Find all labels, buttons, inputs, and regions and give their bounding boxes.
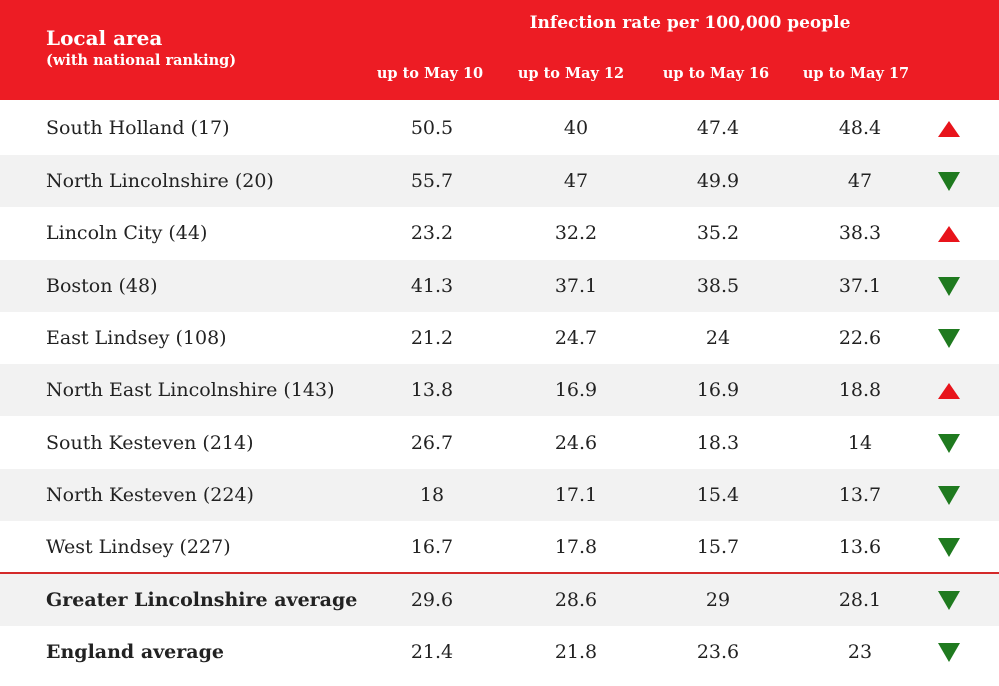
rate-value: 50.5 — [410, 117, 454, 139]
rate-value: 47 — [563, 170, 589, 192]
rate-value: 24 — [705, 327, 731, 349]
rate-value: 29 — [705, 589, 731, 611]
row-label: Lincoln City (44) — [46, 222, 208, 244]
table-row: South Kesteven (214) 26.7 24.6 18.3 14 — [0, 417, 999, 469]
rate-value: 13.8 — [410, 379, 454, 401]
rate-value: 14 — [847, 432, 873, 454]
rate-value: 38.3 — [838, 222, 882, 244]
rate-value: 23 — [847, 641, 873, 663]
trend-down-icon — [938, 591, 960, 610]
rate-value: 21.2 — [410, 327, 454, 349]
row-header-subtitle: (with national ranking) — [46, 52, 237, 69]
rate-value: 16.9 — [696, 379, 740, 401]
table-row: North Kesteven (224) 18 17.1 15.4 13.7 — [0, 469, 999, 521]
rate-value: 17.8 — [554, 536, 598, 558]
rate-value: 47.4 — [696, 117, 740, 139]
column-header: up to May 17 — [802, 65, 910, 82]
rate-value: 22.6 — [838, 327, 882, 349]
rate-value: 28.1 — [838, 589, 882, 611]
rate-value: 24.7 — [554, 327, 598, 349]
table-row: England average 21.4 21.8 23.6 23 — [0, 626, 999, 678]
row-label: Greater Lincolnshire average — [46, 589, 358, 611]
trend-down-icon — [938, 486, 960, 505]
trend-up-icon — [938, 383, 960, 399]
rate-value: 15.4 — [696, 484, 740, 506]
rate-value: 37.1 — [554, 275, 598, 297]
row-label: East Lindsey (108) — [46, 327, 227, 349]
table-header: Local area (with national ranking) Infec… — [0, 0, 999, 100]
rate-value: 35.2 — [696, 222, 740, 244]
row-label: North Kesteven (224) — [46, 484, 254, 506]
rate-value: 41.3 — [410, 275, 454, 297]
row-label: Boston (48) — [46, 275, 158, 297]
column-header: up to May 10 — [376, 65, 484, 82]
table-row: Lincoln City (44) 23.2 32.2 35.2 38.3 — [0, 207, 999, 259]
trend-up-icon — [938, 226, 960, 242]
column-header: up to May 16 — [662, 65, 770, 82]
rate-value: 49.9 — [696, 170, 740, 192]
table-row: Greater Lincolnshire average 29.6 28.6 29 28… — [0, 574, 999, 626]
table-row: East Lindsey (108) 21.2 24.7 24 22.6 — [0, 312, 999, 364]
rate-value: 21.8 — [554, 641, 598, 663]
rate-value: 18.8 — [838, 379, 882, 401]
row-label: North Lincolnshire (20) — [46, 170, 274, 192]
rate-value: 23.6 — [696, 641, 740, 663]
trend-up-icon — [938, 121, 960, 137]
rate-value: 18 — [419, 484, 445, 506]
rate-value: 13.7 — [838, 484, 882, 506]
rate-value: 26.7 — [410, 432, 454, 454]
rate-value: 17.1 — [554, 484, 598, 506]
trend-down-icon — [938, 538, 960, 557]
rate-value: 37.1 — [838, 275, 882, 297]
rate-value: 38.5 — [696, 275, 740, 297]
rate-value: 32.2 — [554, 222, 598, 244]
row-header-title: Local area — [46, 26, 163, 50]
rate-value: 16.9 — [554, 379, 598, 401]
trend-down-icon — [938, 329, 960, 348]
rate-value: 47 — [847, 170, 873, 192]
average-divider — [0, 572, 999, 574]
table-row: Boston (48) 41.3 37.1 38.5 37.1 — [0, 260, 999, 312]
rate-value: 24.6 — [554, 432, 598, 454]
row-label: England average — [46, 641, 224, 663]
rate-value: 48.4 — [838, 117, 882, 139]
rate-value: 21.4 — [410, 641, 454, 663]
rate-value: 28.6 — [554, 589, 598, 611]
rate-value: 13.6 — [838, 536, 882, 558]
column-header: up to May 12 — [517, 65, 625, 82]
row-label: North East Lincolnshire (143) — [46, 379, 335, 401]
trend-down-icon — [938, 277, 960, 296]
trend-down-icon — [938, 434, 960, 453]
trend-down-icon — [938, 172, 960, 191]
rate-value: 29.6 — [410, 589, 454, 611]
rate-value: 40 — [563, 117, 589, 139]
row-label: South Holland (17) — [46, 117, 230, 139]
rate-value: 55.7 — [410, 170, 454, 192]
rate-value: 16.7 — [410, 536, 454, 558]
rate-value: 18.3 — [696, 432, 740, 454]
table-row: North East Lincolnshire (143) 13.8 16.9 16.… — [0, 364, 999, 416]
trend-down-icon — [938, 643, 960, 662]
rate-value: 15.7 — [696, 536, 740, 558]
table-row: South Holland (17) 50.5 40 47.4 48.4 — [0, 102, 999, 154]
table-row: West Lindsey (227) 16.7 17.8 15.7 13.6 — [0, 521, 999, 573]
table-title: Infection rate per 100,000 people — [529, 13, 851, 33]
row-label: West Lindsey (227) — [46, 536, 231, 558]
row-label: South Kesteven (214) — [46, 432, 254, 454]
rate-value: 23.2 — [410, 222, 454, 244]
table-row: North Lincolnshire (20) 55.7 47 49.9 47 — [0, 155, 999, 207]
